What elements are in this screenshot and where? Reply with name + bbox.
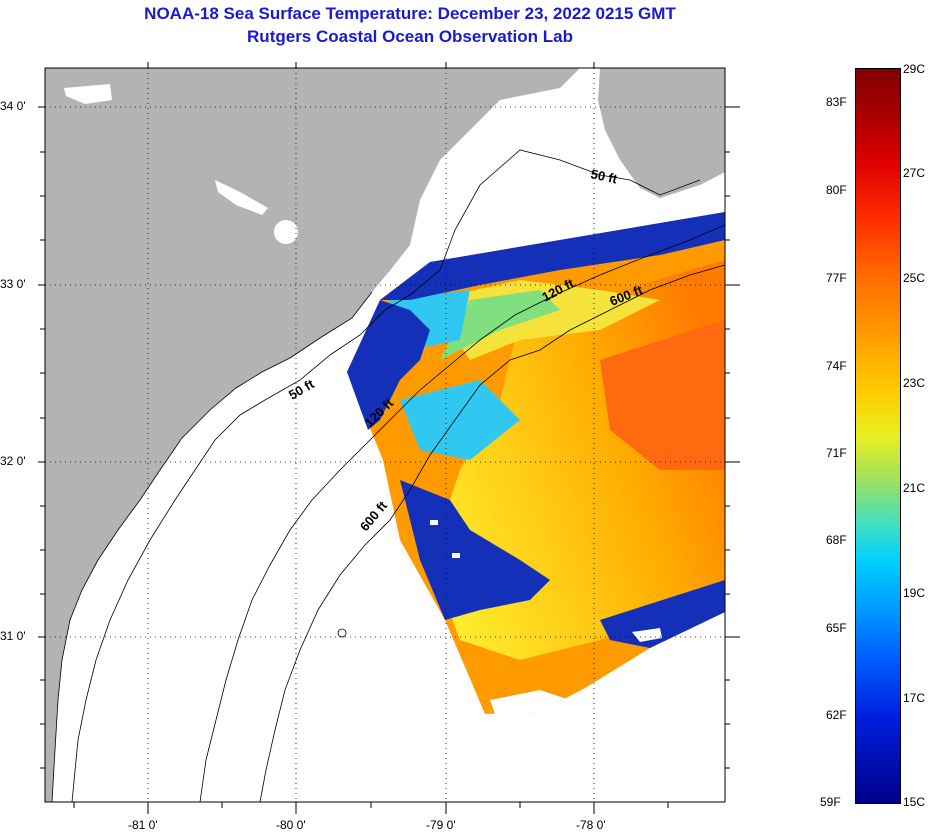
lat-label: 31 0': [0, 629, 26, 643]
colorbar-f-label: 65F: [826, 621, 847, 635]
land-northeast: [598, 68, 725, 198]
colorbar-f-label: 68F: [826, 533, 847, 547]
colorbar-c-label: 25C: [903, 271, 926, 285]
isobath-50ft: [71, 149, 701, 802]
isobath-label: 50 ft: [589, 166, 619, 186]
temperature-colorbar: [855, 68, 901, 804]
map-title: NOAA-18 Sea Surface Temperature: Decembe…: [144, 4, 676, 23]
land-mass: [45, 68, 580, 802]
lat-label: 32 0': [0, 454, 26, 468]
colorbar-f-label: 62F: [826, 708, 847, 722]
lon-label: -80 0': [276, 818, 306, 832]
sst-swath: [347, 212, 725, 714]
lon-label: -81 0': [128, 818, 158, 832]
colorbar-f-label: 71F: [826, 446, 847, 460]
lat-label: 33 0': [0, 277, 26, 291]
colorbar-c-label: 15C: [903, 795, 926, 809]
colorbar-f-label: 77F: [826, 271, 847, 285]
lon-label: -79 0': [426, 818, 456, 832]
map-subtitle: Rutgers Coastal Ocean Observation Lab: [247, 27, 573, 46]
isobath-600ft: [259, 264, 725, 802]
colorbar-c-label: 29C: [903, 62, 926, 76]
lat-label: 34 0': [0, 99, 26, 113]
colorbar-f-label: 83F: [826, 95, 847, 109]
colorbar-f-label: 59F: [820, 795, 841, 809]
colorbar-c-label: 23C: [903, 376, 926, 390]
colorbar-c-label: 19C: [903, 586, 926, 600]
lon-label: -78 0': [576, 818, 606, 832]
isobath-120ft: [199, 224, 725, 802]
colorbar-c-label: 17C: [903, 691, 926, 705]
colorbar-f-label: 80F: [826, 183, 847, 197]
colorbar-c-label: 27C: [903, 166, 926, 180]
colorbar-c-label: 21C: [903, 481, 926, 495]
colorbar-f-label: 74F: [826, 359, 847, 373]
graticule: [45, 68, 725, 802]
map-frame: [44, 67, 726, 803]
